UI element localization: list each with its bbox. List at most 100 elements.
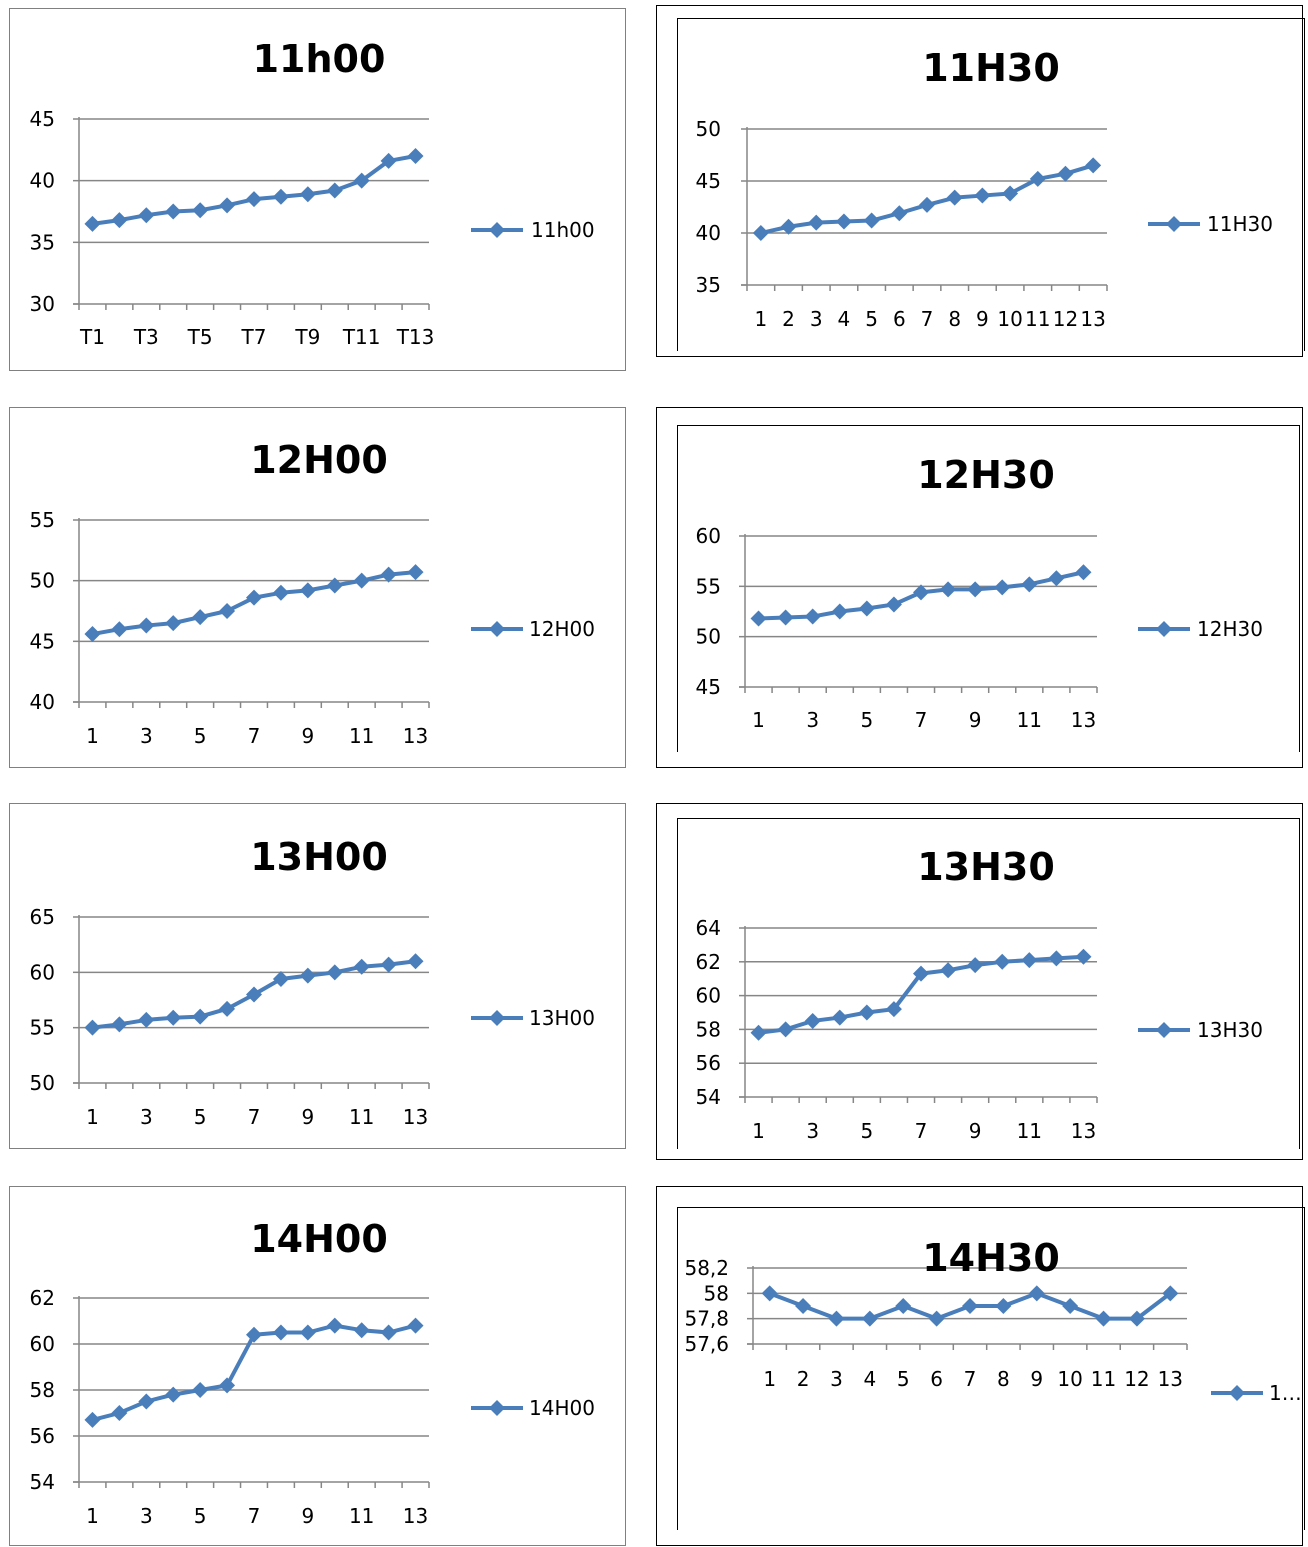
- x-tick-label: 12: [1053, 307, 1078, 331]
- data-point: [804, 1012, 821, 1029]
- y-tick-label: 30: [30, 292, 55, 316]
- x-tick-label: 7: [915, 1119, 928, 1143]
- x-tick-label: 5: [897, 1367, 910, 1391]
- legend-marker-icon: [1156, 1022, 1172, 1038]
- data-point: [795, 1298, 812, 1314]
- x-tick-label: 11: [1091, 1367, 1116, 1391]
- x-tick-label: 7: [921, 307, 934, 331]
- data-point: [946, 189, 963, 206]
- chart-13h00: 50 55 60 65 1 3 5 7 9 11 13 13H00 13H00: [9, 803, 626, 1149]
- data-point: [780, 218, 797, 235]
- data-point: [353, 1322, 370, 1339]
- x-tick-label: T7: [241, 325, 267, 349]
- y-tick-label: 40: [30, 169, 55, 193]
- x-tick-label: 9: [1030, 1367, 1043, 1391]
- x-tick-label: 3: [806, 708, 819, 732]
- data-point: [1075, 948, 1092, 965]
- data-point: [407, 564, 424, 581]
- legend-label: 11h00: [531, 218, 595, 242]
- y-tick-label: 58: [696, 1017, 721, 1041]
- legend-label: 14H00: [529, 1396, 595, 1420]
- data-point: [777, 1021, 794, 1038]
- y-tick-label: 56: [30, 1424, 55, 1448]
- data-point: [1021, 952, 1038, 969]
- data-point: [895, 1298, 912, 1314]
- data-point: [192, 1008, 209, 1025]
- data-point: [380, 1324, 397, 1341]
- legend-label: 13H00: [529, 1006, 595, 1030]
- data-point: [165, 615, 182, 632]
- x-tick-label: 13: [1071, 1119, 1096, 1143]
- data-point: [858, 1004, 875, 1021]
- y-tick-label: 54: [696, 1085, 721, 1109]
- x-tick-label: 3: [830, 1367, 843, 1391]
- data-point: [808, 214, 825, 231]
- y-tick-label: 60: [30, 1332, 55, 1356]
- x-tick-label: 12: [1124, 1367, 1149, 1391]
- data-point: [861, 1310, 878, 1327]
- data-point: [891, 205, 908, 222]
- data-point: [974, 187, 991, 204]
- x-tick-label: 8: [948, 307, 961, 331]
- data-point: [962, 1298, 978, 1314]
- x-tick-label: 11: [349, 1105, 374, 1129]
- y-tick-label: 62: [30, 1286, 55, 1310]
- y-tick-label: 57,8: [684, 1307, 729, 1331]
- y-tick-label: 56: [696, 1051, 721, 1075]
- data-point: [326, 1317, 343, 1334]
- x-tick-label: 13: [403, 1504, 428, 1528]
- chart-title: 13H00: [250, 835, 388, 879]
- data-point: [1128, 1310, 1145, 1327]
- data-point: [84, 1019, 101, 1036]
- legend-marker-icon: [489, 222, 505, 238]
- data-point: [84, 626, 101, 643]
- chart-11h00: 30 35 40 45 T1 T3 T5 T7 T9 T11 T13 11h00 11h00: [9, 8, 626, 371]
- data-point: [994, 579, 1011, 596]
- data-point: [761, 1285, 778, 1302]
- x-tick-label: 7: [248, 724, 261, 748]
- data-point: [913, 584, 929, 601]
- chart-title: 12H30: [917, 453, 1055, 497]
- y-tick-label: 58: [704, 1281, 729, 1305]
- y-tick-label: 45: [696, 675, 721, 699]
- x-tick-label: T9: [294, 325, 320, 349]
- x-tick-label: 1: [86, 1504, 99, 1528]
- x-tick-label: 11: [349, 1504, 374, 1528]
- x-tick-label: 10: [1057, 1367, 1082, 1391]
- data-point: [995, 1298, 1012, 1314]
- data-point: [353, 958, 370, 975]
- data-point: [1048, 950, 1065, 967]
- data-point: [138, 617, 155, 634]
- data-point: [928, 1310, 945, 1327]
- legend-marker-icon: [1229, 1385, 1245, 1401]
- data-point: [299, 967, 316, 984]
- x-tick-label: 3: [806, 1119, 819, 1143]
- legend-marker-icon: [489, 621, 505, 637]
- x-tick-label: 1: [763, 1367, 776, 1391]
- chart-title: 11h00: [253, 37, 386, 81]
- data-point: [1095, 1310, 1112, 1327]
- y-tick-label: 50: [30, 569, 55, 593]
- data-point: [828, 1310, 845, 1327]
- data-point: [1085, 157, 1102, 174]
- y-tick-label: 50: [696, 117, 721, 141]
- x-tick-label: T1: [79, 325, 105, 349]
- legend-label: 1…: [1269, 1381, 1302, 1405]
- legend-marker-icon: [489, 1010, 505, 1026]
- data-point: [380, 152, 397, 169]
- data-point: [1062, 1298, 1079, 1314]
- x-tick-label: T13: [396, 325, 435, 349]
- data-point: [919, 196, 935, 213]
- x-tick-label: 13: [1158, 1367, 1183, 1391]
- y-tick-label: 55: [30, 508, 55, 532]
- data-point: [299, 582, 316, 599]
- data-point: [84, 1411, 101, 1428]
- x-tick-label: 4: [838, 307, 851, 331]
- x-tick-label: 9: [301, 1504, 314, 1528]
- x-tick-label: 6: [893, 307, 906, 331]
- y-tick-label: 35: [30, 230, 55, 254]
- data-point: [219, 197, 236, 214]
- data-point: [967, 957, 984, 974]
